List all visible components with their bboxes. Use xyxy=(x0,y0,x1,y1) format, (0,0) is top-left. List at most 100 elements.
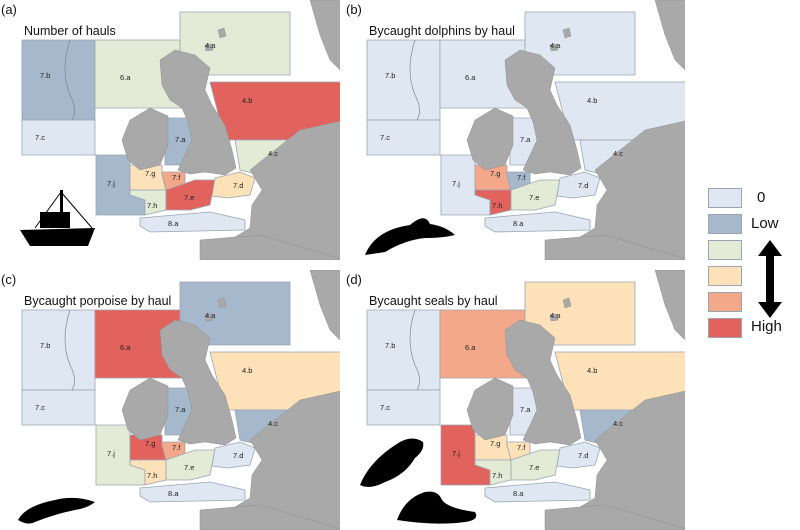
land-mass xyxy=(309,0,340,71)
ices-area-7-b xyxy=(21,309,96,391)
area-label-7-b: 7.b xyxy=(385,341,395,350)
area-label-8-a: 8.a xyxy=(513,489,524,498)
area-label-4-a: 4.a xyxy=(205,311,216,320)
area-label-7-b: 7.b xyxy=(40,71,50,80)
land-mass xyxy=(309,270,340,341)
area-label-7-h: 7.h xyxy=(492,201,502,210)
ices-area-7-c xyxy=(366,119,441,156)
land-mass xyxy=(199,234,340,260)
area-label-4-b: 4.b xyxy=(242,366,252,375)
area-label-7-a: 7.a xyxy=(175,405,186,414)
area-label-4-c: 4.c xyxy=(613,149,623,158)
area-label-4-a: 4.a xyxy=(550,311,561,320)
legend-swatch-zero xyxy=(708,188,742,208)
area-label-4-b: 4.b xyxy=(242,96,252,105)
panel-letter: (d) xyxy=(346,272,362,287)
area-label-7-c: 7.c xyxy=(380,403,390,412)
land-mass xyxy=(549,43,559,52)
area-label-4-b: 4.b xyxy=(587,96,597,105)
area-label-6-a: 6.a xyxy=(120,73,131,82)
area-label-7-d: 7.d xyxy=(233,181,243,190)
ices-area-7-c xyxy=(21,119,96,156)
area-label-7-c: 7.c xyxy=(380,133,390,142)
area-label-7-j: 7.j xyxy=(107,449,115,458)
ices-area-7-e xyxy=(510,449,561,481)
panel-title: Bycaught porpoise by haul xyxy=(24,294,172,308)
legend-swatch-mid3 xyxy=(708,292,742,312)
area-label-7-a: 7.a xyxy=(520,405,531,414)
area-label-4-a: 4.a xyxy=(205,41,216,50)
area-label-7-e: 7.e xyxy=(184,463,194,472)
area-label-7-c: 7.c xyxy=(35,133,45,142)
land-mass xyxy=(544,504,685,530)
area-label-8-a: 8.a xyxy=(168,489,179,498)
ices-area-7-d xyxy=(556,441,601,469)
fishing-boat-icon xyxy=(20,190,95,246)
shelf-contour xyxy=(409,39,420,121)
area-label-7-g: 7.g xyxy=(145,439,155,448)
area-label-4-c: 4.c xyxy=(268,149,278,158)
map-panel-b: 7.b 7.c 6.a 4.a 4.b 7.a 4.c 7.j 7.g 7.f 7.h 7.e 7.d 8… xyxy=(345,0,685,260)
land-mass xyxy=(199,504,340,530)
map-panel-d: 7.b 7.c 6.a 4.a 4.b 7.a 4.c 7.j 7.g 7.f 7.h 7.e 7.d 8… xyxy=(345,270,685,530)
panel-title: Bycaught dolphins by haul xyxy=(369,24,515,38)
area-label-7-h: 7.h xyxy=(147,201,157,210)
land-mass xyxy=(549,313,559,322)
area-label-4-c: 4.c xyxy=(268,419,278,428)
land-mass xyxy=(504,319,582,446)
area-label-7-d: 7.d xyxy=(578,451,588,460)
land-mass xyxy=(121,377,169,441)
area-label-7-e: 7.e xyxy=(529,193,539,202)
ices-area-7-b xyxy=(366,39,441,121)
area-label-7-b: 7.b xyxy=(40,341,50,350)
ices-area-7-b xyxy=(21,39,96,121)
area-label-7-a: 7.a xyxy=(175,135,186,144)
area-label-8-a: 8.a xyxy=(168,219,179,228)
land-mass xyxy=(654,0,685,71)
ices-area-7-d xyxy=(211,441,256,469)
area-label-7-f: 7.f xyxy=(172,173,181,182)
map-a: 7.b 7.c 6.a 4.a 4.b 7.a 4.c 7.j 7.g 7.f 7.h 7.e 7.d 8… xyxy=(0,0,340,260)
legend-swatch-high xyxy=(708,318,742,338)
legend-label-low: Low xyxy=(751,215,779,232)
area-label-7-d: 7.d xyxy=(578,181,588,190)
legend-swatch-low xyxy=(708,214,742,234)
map-d: 7.b 7.c 6.a 4.a 4.b 7.a 4.c 7.j 7.g 7.f 7.h 7.e 7.d 8… xyxy=(345,270,685,530)
area-label-6-a: 6.a xyxy=(465,73,476,82)
ices-area-7-e xyxy=(165,179,216,211)
area-label-7-j: 7.j xyxy=(452,179,460,188)
double-arrow-icon xyxy=(758,240,782,318)
area-label-7-f: 7.f xyxy=(517,443,526,452)
area-label-7-a: 7.a xyxy=(520,135,531,144)
area-label-7-e: 7.e xyxy=(184,193,194,202)
area-label-4-b: 4.b xyxy=(587,366,597,375)
ices-area-7-d xyxy=(211,171,256,199)
legend-label-high: High xyxy=(751,318,782,335)
land-mass xyxy=(217,27,227,39)
area-label-7-e: 7.e xyxy=(529,463,539,472)
ices-area-8-a xyxy=(484,481,591,503)
area-label-8-a: 8.a xyxy=(513,219,524,228)
map-panel-c: 7.b 7.c 6.a 4.a 4.b 7.a 4.c 7.j 7.g 7.f 7.h 7.e 7.d 8… xyxy=(0,270,340,530)
area-label-7-b: 7.b xyxy=(385,71,395,80)
seal-icon xyxy=(360,438,477,524)
area-label-7-c: 7.c xyxy=(35,403,45,412)
map-panel-a: 7.b 7.c 6.a 4.a 4.b 7.a 4.c 7.j 7.g 7.f 7.h 7.e 7.d 8… xyxy=(0,0,340,260)
panel-title: Number of hauls xyxy=(24,24,116,38)
land-mass xyxy=(159,49,237,176)
area-label-7-g: 7.g xyxy=(145,169,155,178)
ices-area-7-c xyxy=(366,389,441,426)
land-mass xyxy=(217,297,227,309)
land-mass xyxy=(504,49,582,176)
shelf-contour xyxy=(64,39,75,121)
area-label-7-g: 7.g xyxy=(490,169,500,178)
legend: 0 Low High xyxy=(705,188,800,338)
area-label-7-h: 7.h xyxy=(492,471,502,480)
ices-area-7-d xyxy=(556,171,601,199)
map-b: 7.b 7.c 6.a 4.a 4.b 7.a 4.c 7.j 7.g 7.f 7.h 7.e 7.d 8… xyxy=(345,0,685,260)
ices-area-8-a xyxy=(139,211,246,233)
shelf-contour xyxy=(409,309,420,391)
land-mass xyxy=(466,107,514,171)
area-label-6-a: 6.a xyxy=(465,343,476,352)
land-mass xyxy=(204,313,214,322)
